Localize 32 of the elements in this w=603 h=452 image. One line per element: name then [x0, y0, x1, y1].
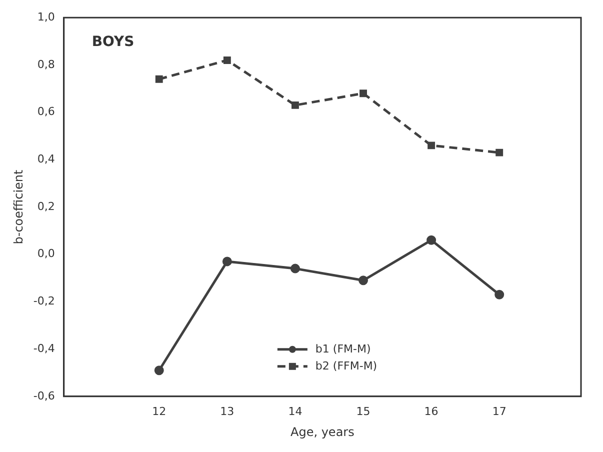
point [428, 142, 436, 150]
point [426, 235, 436, 245]
point [154, 366, 164, 376]
y-tick-label: 0,2 [37, 200, 55, 213]
y-tick-label: 0,0 [37, 247, 55, 260]
x-tick-label: 14 [288, 404, 302, 418]
point [222, 256, 232, 266]
point [496, 148, 504, 156]
point [290, 264, 300, 274]
x-tick-label: 13 [220, 404, 234, 418]
text: BOYS [92, 34, 134, 50]
y-tick-label: -0,2 [33, 294, 55, 308]
legend-label: b2 (FFM-M) [315, 359, 378, 372]
y-axis-title: b-coefficient [11, 169, 26, 244]
y-tick-label: -0,6 [33, 389, 55, 402]
x-axis-title: Age, years [290, 424, 354, 439]
y-tick-label: 0,6 [37, 105, 55, 118]
point [494, 290, 504, 300]
point [291, 101, 299, 109]
y-tick-label: 1,0 [37, 10, 55, 24]
point [155, 75, 163, 83]
legend-label: b1 (FM-M) [315, 342, 371, 356]
x-tick-label: 17 [492, 404, 506, 418]
x-tick-label: 15 [356, 404, 370, 418]
x-tick-label: 12 [152, 404, 166, 418]
point [358, 276, 368, 286]
y-tick-label: 0,8 [37, 58, 55, 71]
y-tick-label: -0,4 [33, 342, 55, 355]
point [223, 56, 231, 64]
x-tick-label: 16 [424, 404, 438, 418]
y-tick-label: 0,4 [37, 152, 55, 166]
point [360, 90, 367, 98]
